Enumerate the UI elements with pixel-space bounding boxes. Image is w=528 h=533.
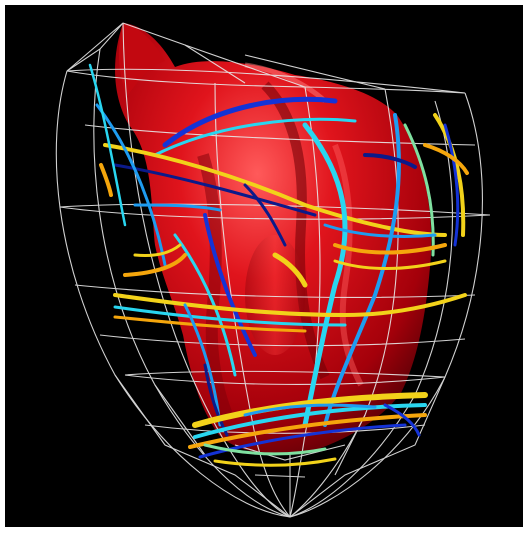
wireframe-mesh	[55, 22, 491, 518]
heart-rendering	[5, 5, 523, 527]
heart-scene	[55, 22, 491, 518]
heart-surface	[115, 23, 432, 455]
fiber-ribbons	[88, 63, 469, 467]
